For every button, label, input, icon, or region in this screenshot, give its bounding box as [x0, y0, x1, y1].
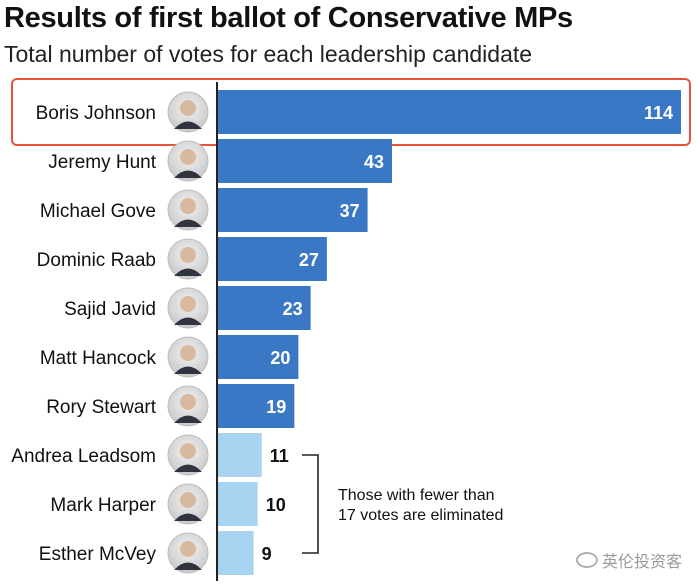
- data-label-matt-hancock: 20: [270, 348, 290, 368]
- avatar-michael-gove: [167, 189, 209, 231]
- bar-row-sajid-javid: Sajid Javid 23: [64, 286, 311, 330]
- annotation-line-1: Those with fewer than: [338, 487, 495, 504]
- annotation-line-2: 17 votes are eliminated: [338, 507, 503, 524]
- category-label-rory-stewart: Rory Stewart: [46, 397, 157, 418]
- data-label-esther-mcvey: 9: [262, 544, 272, 564]
- avatar-andrea-leadsom: [167, 434, 209, 476]
- data-label-boris-johnson: 114: [644, 103, 673, 123]
- bar-row-michael-gove: Michael Gove 37: [40, 188, 368, 232]
- bar-matt-hancock: [217, 335, 299, 379]
- bar-row-mark-harper: Mark Harper 10: [50, 482, 286, 526]
- avatar-esther-mcvey: [167, 532, 209, 574]
- bar-boris-johnson: [217, 90, 681, 134]
- avatar-boris-johnson: [167, 91, 209, 133]
- data-label-sajid-javid: 23: [283, 299, 303, 319]
- bar-mark-harper: [217, 482, 258, 526]
- elimination-annotation: Those with fewer than 17 votes are elimi…: [302, 454, 503, 554]
- bar-row-boris-johnson: Boris Johnson 114: [11, 78, 691, 146]
- watermark-text: 英伦投资客: [601, 554, 682, 571]
- category-label-sajid-javid: Sajid Javid: [64, 299, 156, 320]
- data-label-rory-stewart: 19: [266, 397, 286, 417]
- bar-michael-gove: [217, 188, 368, 232]
- category-label-michael-gove: Michael Gove: [40, 201, 156, 222]
- avatar-mark-harper: [167, 483, 209, 525]
- category-label-boris-johnson: Boris Johnson: [36, 103, 156, 124]
- bar-andrea-leadsom: [217, 433, 262, 477]
- bar-row-jeremy-hunt: Jeremy Hunt 43: [48, 139, 393, 183]
- chart-subtitle: Total number of votes for each leadershi…: [4, 41, 533, 67]
- wechat-icon: [575, 552, 598, 568]
- avatar-rory-stewart: [167, 385, 209, 427]
- watermark: 英伦投资客: [575, 548, 682, 572]
- category-label-esther-mcvey: Esther McVey: [39, 544, 157, 565]
- data-label-andrea-leadsom: 11: [270, 446, 289, 466]
- avatar-jeremy-hunt: [167, 140, 209, 182]
- avatar-matt-hancock: [167, 336, 209, 378]
- category-label-matt-hancock: Matt Hancock: [40, 348, 157, 369]
- bar-row-esther-mcvey: Esther McVey 9: [39, 531, 272, 575]
- bar-jeremy-hunt: [217, 139, 393, 183]
- bar-row-dominic-raab: Dominic Raab 27: [37, 237, 327, 281]
- data-label-jeremy-hunt: 43: [364, 152, 384, 172]
- data-label-mark-harper: 10: [266, 495, 286, 515]
- category-label-andrea-leadsom: Andrea Leadsom: [11, 446, 156, 467]
- avatar-dominic-raab: [167, 238, 209, 280]
- bar-rory-stewart: [217, 384, 295, 428]
- category-label-dominic-raab: Dominic Raab: [37, 250, 156, 271]
- category-label-mark-harper: Mark Harper: [50, 495, 156, 516]
- avatar-sajid-javid: [167, 287, 209, 329]
- bar-dominic-raab: [217, 237, 327, 281]
- bar-row-andrea-leadsom: Andrea Leadsom 11: [11, 433, 289, 477]
- data-label-dominic-raab: 27: [299, 250, 319, 270]
- chart-title: Results of first ballot of Conservative …: [4, 2, 573, 34]
- bar-sajid-javid: [217, 286, 311, 330]
- bar-row-matt-hancock: Matt Hancock 20: [40, 335, 299, 379]
- category-label-jeremy-hunt: Jeremy Hunt: [48, 152, 156, 173]
- bar-row-rory-stewart: Rory Stewart 19: [46, 384, 295, 428]
- bar-esther-mcvey: [217, 531, 254, 575]
- elimination-bracket: [302, 454, 319, 554]
- data-label-michael-gove: 37: [340, 201, 360, 221]
